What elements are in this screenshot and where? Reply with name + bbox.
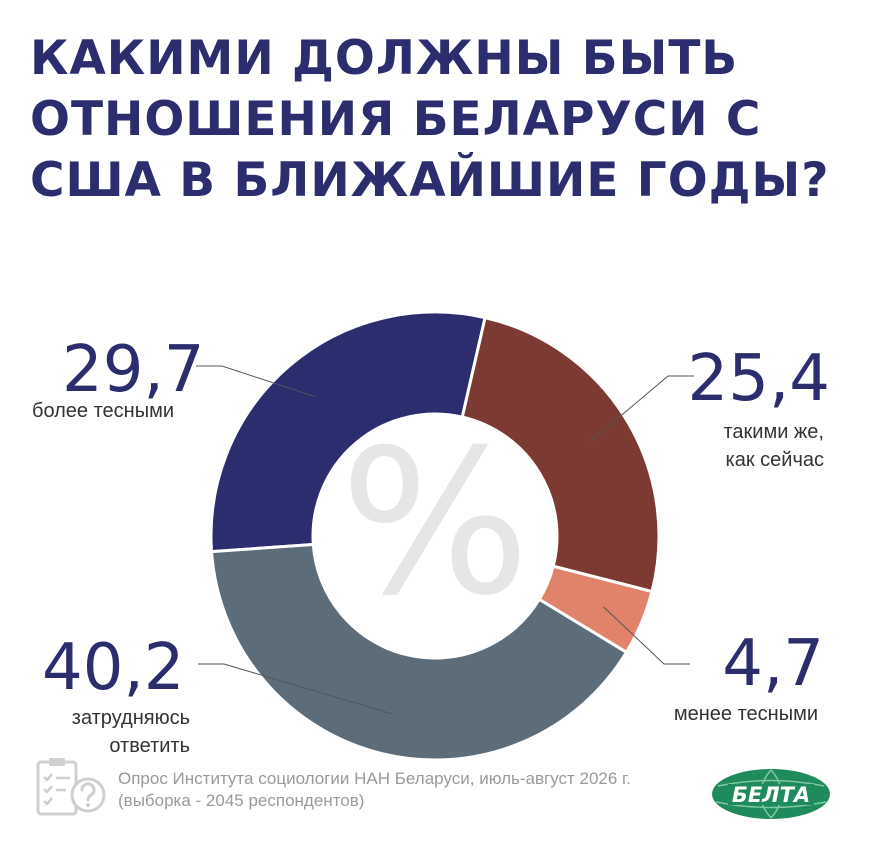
category-label-closer-line-1: более тесными (32, 400, 175, 422)
center-percent-symbol: % (340, 407, 530, 640)
donut-chart: % (196, 310, 694, 760)
survey-source-line-2: (выборка - 2045 респондентов) (118, 791, 365, 810)
category-label-undecided-line-2: ответить (109, 735, 190, 757)
donut-slices (209, 310, 661, 760)
donut-slice-closer (209, 310, 487, 554)
value-label-less: 4,7 (722, 627, 824, 701)
category-label-closer: более тесными (32, 397, 174, 425)
title-line-2: отношения Беларуси с (30, 92, 762, 147)
belta-logo: БЕЛТА (712, 769, 830, 819)
category-label-less: менее тесными (674, 700, 818, 728)
survey-source-note: Опрос Института социологии НАН Беларуси,… (118, 768, 631, 812)
category-label-less-line-1: менее тесными (673, 703, 818, 725)
survey-source-line-1: Опрос Института социологии НАН Беларуси,… (118, 769, 631, 788)
value-label-same: 25,4 (687, 342, 831, 416)
leader-line-same (590, 375, 694, 442)
title-line-1: Какими должны быть (30, 31, 739, 86)
value-label-undecided: 40,2 (42, 631, 185, 705)
leader-line-closer (196, 365, 317, 398)
category-label-undecided-line-1: затрудняюсь (71, 707, 190, 729)
value-label-closer: 29,7 (62, 333, 205, 407)
title-line-3: США в ближайшие годы? (30, 153, 830, 208)
page-title: Какими должны быть отношения Беларуси с … (30, 28, 850, 211)
logo-text: БЕЛТА (732, 783, 810, 807)
clipboard-question-icon (36, 758, 106, 816)
leader-line-undecided (198, 663, 392, 715)
donut-slice-undecided (209, 542, 629, 760)
category-label-same-line-1: такими же, (723, 421, 824, 443)
category-label-same: такими же, как сейчас (723, 418, 824, 474)
donut-slice-same (460, 315, 661, 594)
category-label-undecided: затрудняюсь ответить (72, 704, 190, 760)
leader-lines (196, 365, 694, 715)
category-label-same-line-2: как сейчас (725, 449, 824, 471)
leader-line-less (603, 606, 690, 665)
